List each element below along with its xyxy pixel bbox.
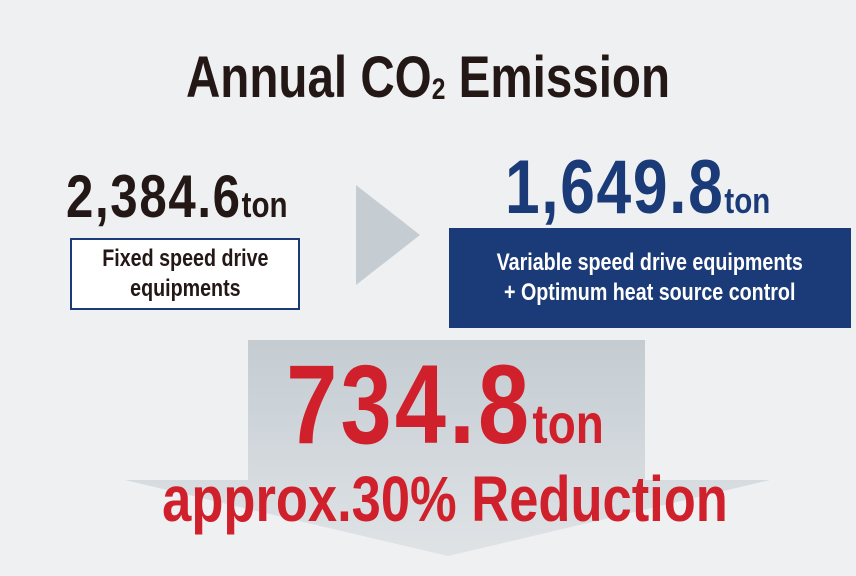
label-line: Variable speed drive equipments [496, 249, 804, 276]
unit: ton [532, 392, 604, 455]
down-arrow [125, 340, 770, 556]
unit: ton [724, 180, 771, 221]
label-line: Fixed speed drive [101, 245, 269, 272]
after-label: Variable speed drive equipments + Optimu… [449, 228, 851, 328]
value: 1,649.8 [505, 145, 725, 230]
unit: ton [241, 184, 288, 225]
title-text: Annual CO [185, 45, 432, 110]
title: Annual CO2 Emission [186, 44, 670, 111]
value: 2,384.6 [66, 163, 242, 230]
before-value: 2,384.6ton [66, 162, 288, 231]
reduction-value: 734.8ton [286, 340, 604, 469]
right-arrow [356, 185, 420, 285]
label-line: equipments [129, 275, 241, 302]
after-value: 1,649.8ton [505, 144, 770, 231]
value: 734.8 [286, 342, 533, 467]
before-label: Fixed speed drive equipments [70, 238, 300, 310]
title-suffix: Emission [458, 45, 671, 110]
reduction-caption: approx.30% Reduction [162, 463, 728, 535]
title-subscript: 2 [431, 73, 446, 106]
label-line: + Optimum heat source control [504, 279, 796, 306]
